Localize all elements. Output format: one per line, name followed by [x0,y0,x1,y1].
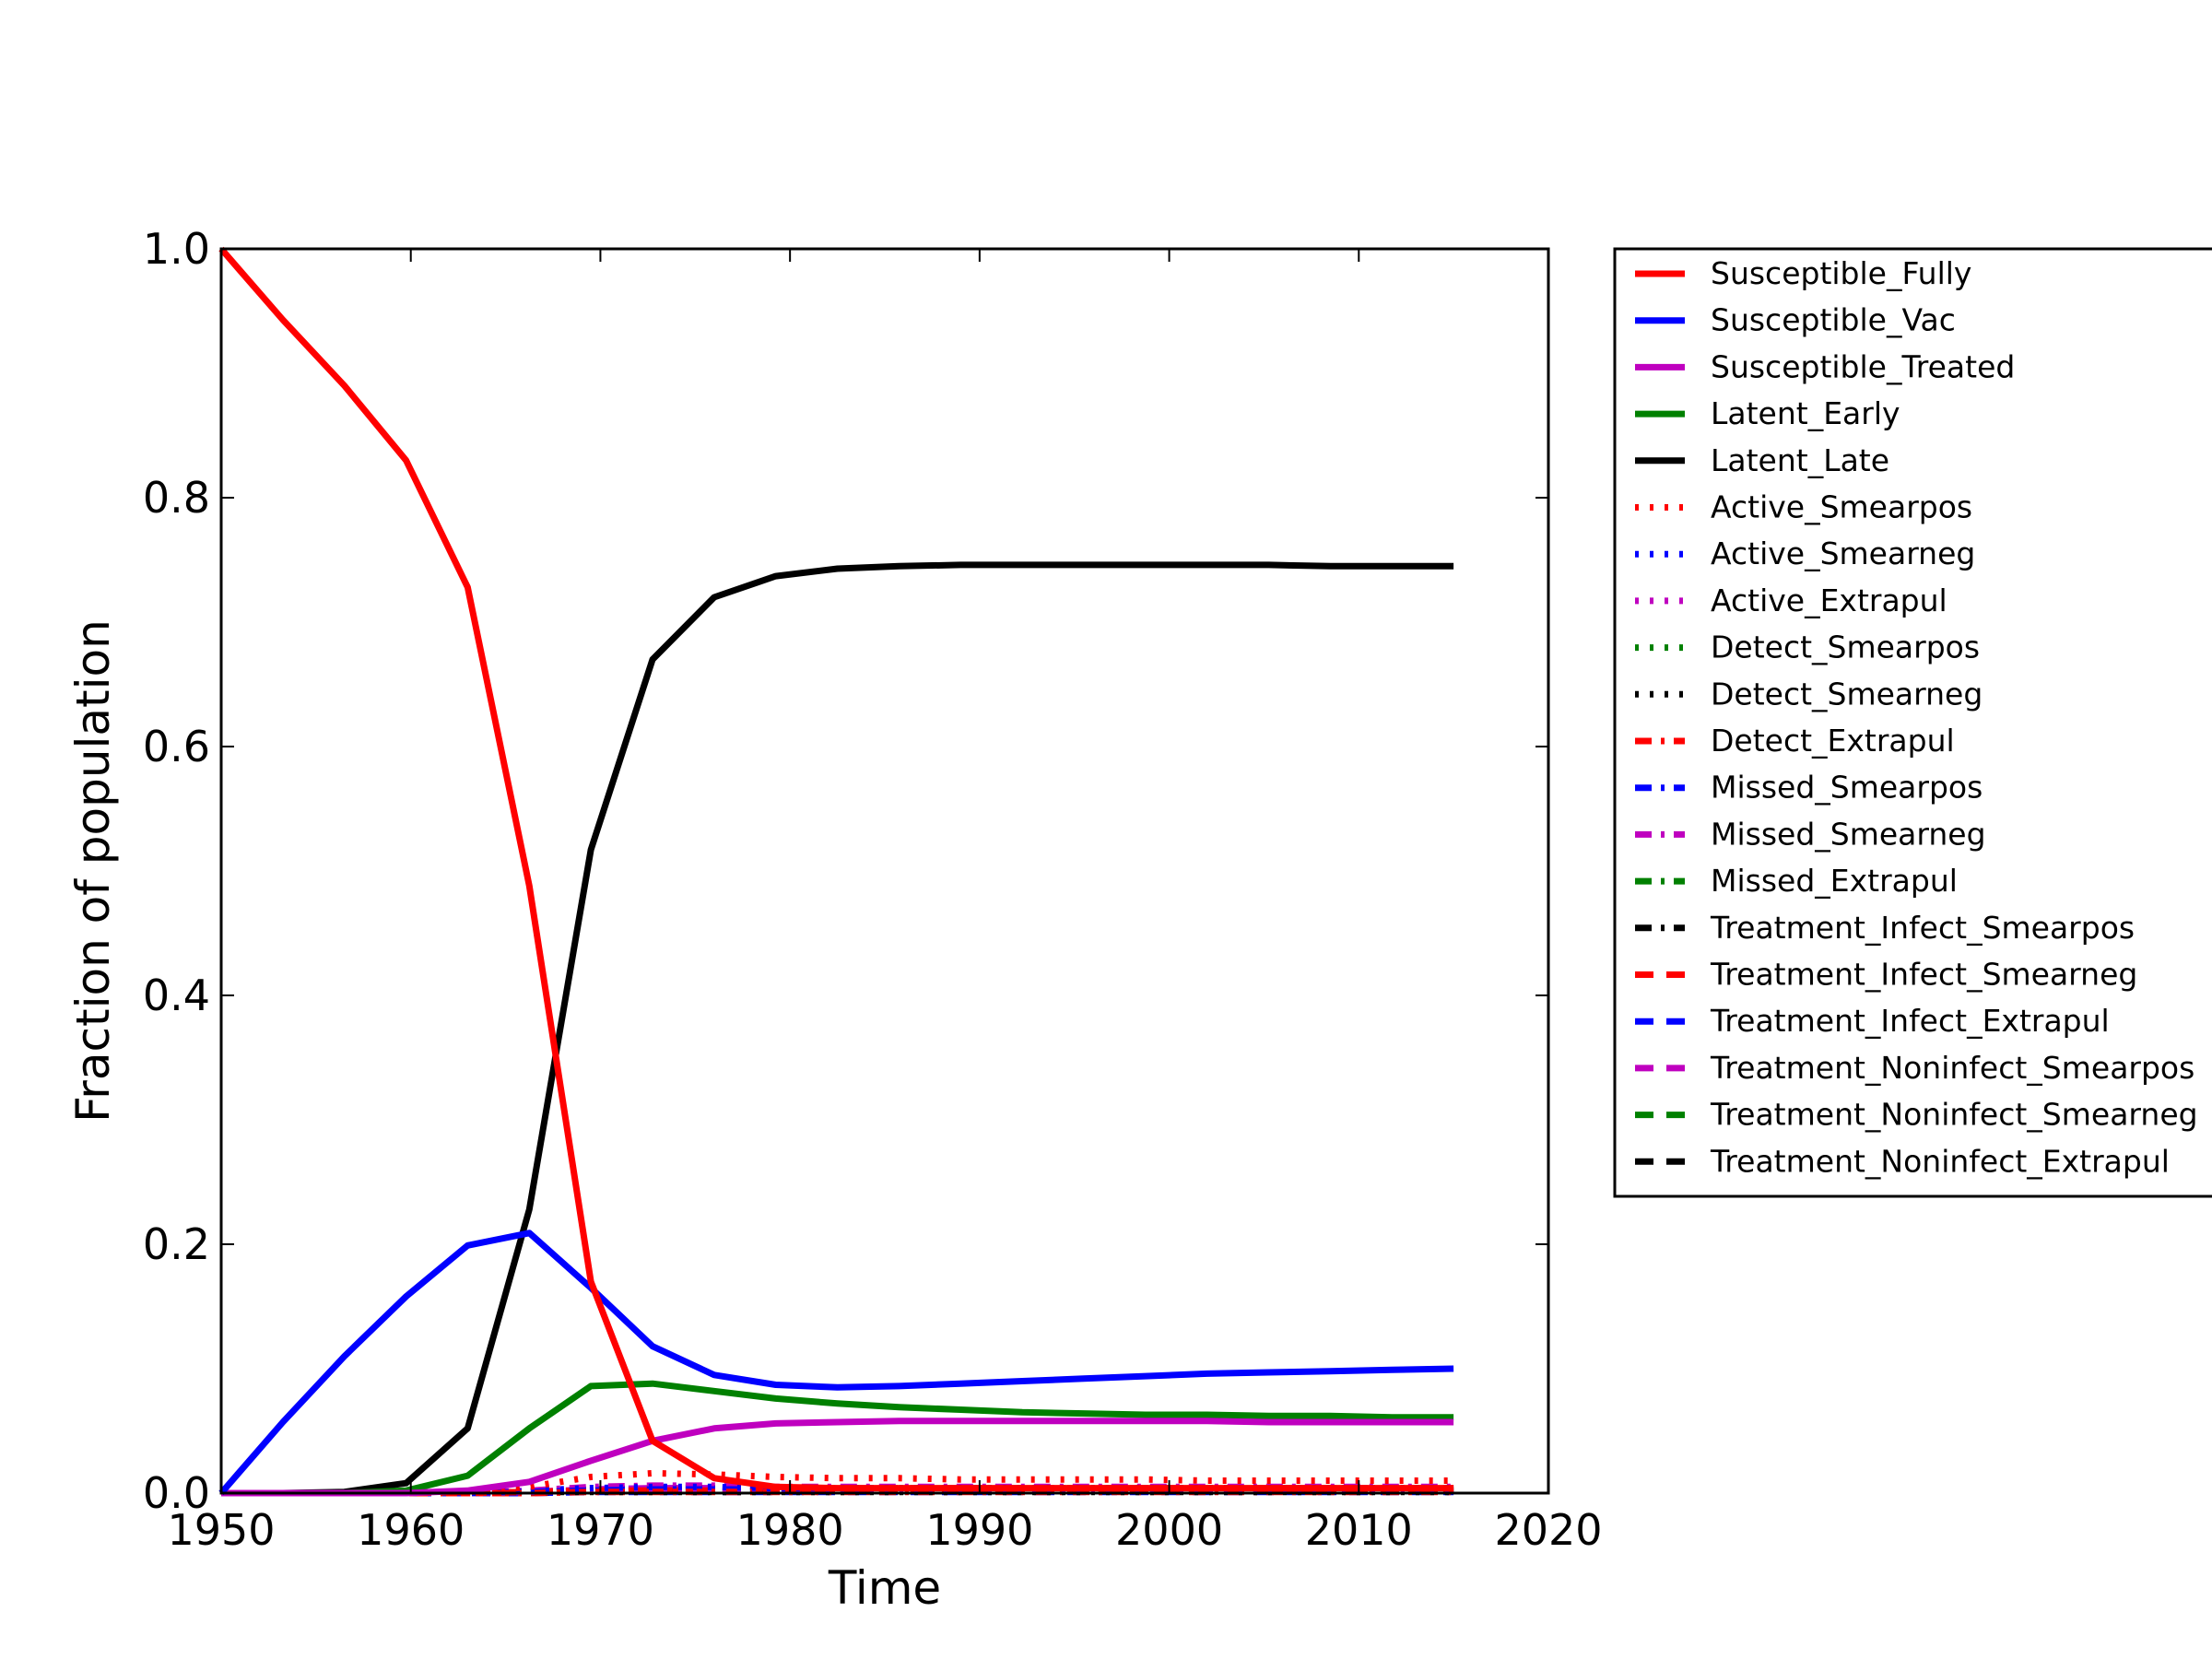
x-tick-label: 1960 [357,1505,465,1555]
x-axis-title: Time [828,1561,941,1615]
series-line-susceptible-fully [218,246,1454,1492]
legend-label: Susceptible_Vac [1711,302,1956,338]
legend-label: Missed_Extrapul [1711,863,1958,899]
legend-label: Missed_Smearpos [1711,770,1983,806]
y-axis-title: Fraction of population [66,619,120,1123]
y-tick-label: 1.0 [143,224,210,274]
x-tick-label: 1990 [925,1505,1033,1555]
legend-label: Active_Smearpos [1711,489,1972,525]
x-tick-label: 2000 [1115,1505,1223,1555]
x-tick-label: 1980 [736,1505,844,1555]
legend-label: Missed_Smearneg [1711,816,1986,852]
legend-label: Treatment_Infect_Smearneg [1710,957,2137,993]
x-tick-label: 1970 [547,1505,654,1555]
y-tick-label: 0.0 [143,1468,210,1518]
legend-label: Detect_Extrapul [1711,723,1955,759]
legend-label: Detect_Smearneg [1711,676,1983,712]
legend-label: Treatment_Infect_Smearpos [1710,910,2135,946]
legend-label: Active_Smearneg [1711,535,1975,571]
legend-frame [1613,247,2212,1198]
y-tick-label: 0.4 [143,971,210,1020]
ticks-layer: 1950 1960 1970 1980 1990 2000 2010 2020 0.0 0.2 0.… [143,224,1603,1555]
legend-label: Latent_Late [1711,442,1889,478]
legend-label: Treatment_Infect_Extrapul [1710,1003,2110,1039]
series-line-latent-late [221,561,1454,1497]
y-tick-label: 0.2 [143,1219,210,1269]
series-line-latent-early [221,1380,1454,1497]
series-line-susceptible-vac [218,1230,1454,1496]
legend-label: Detect_Smearpos [1711,629,1980,665]
legend-label: Susceptible_Treated [1711,348,2015,384]
y-tick-label: 0.6 [143,722,210,771]
legend-label: Treatment_Noninfect_Smearneg [1710,1097,2198,1133]
legend: Susceptible_Fully Susceptible_Vac Suscepti… [1613,247,2212,1198]
x-tick-label: 2010 [1305,1505,1413,1555]
x-tick-label: 1950 [167,1505,275,1555]
legend-label: Latent_Early [1711,395,1900,431]
x-tick-label: 2020 [1494,1505,1602,1555]
legend-label: Treatment_Noninfect_Extrapul [1710,1143,2170,1179]
plot-frame [219,247,1550,1495]
y-tick-label: 0.8 [143,473,210,523]
legend-label: Active_Extrapul [1711,582,1947,618]
legend-label: Treatment_Noninfect_Smearpos [1710,1050,2194,1086]
legend-label: Susceptible_Fully [1711,255,1971,291]
